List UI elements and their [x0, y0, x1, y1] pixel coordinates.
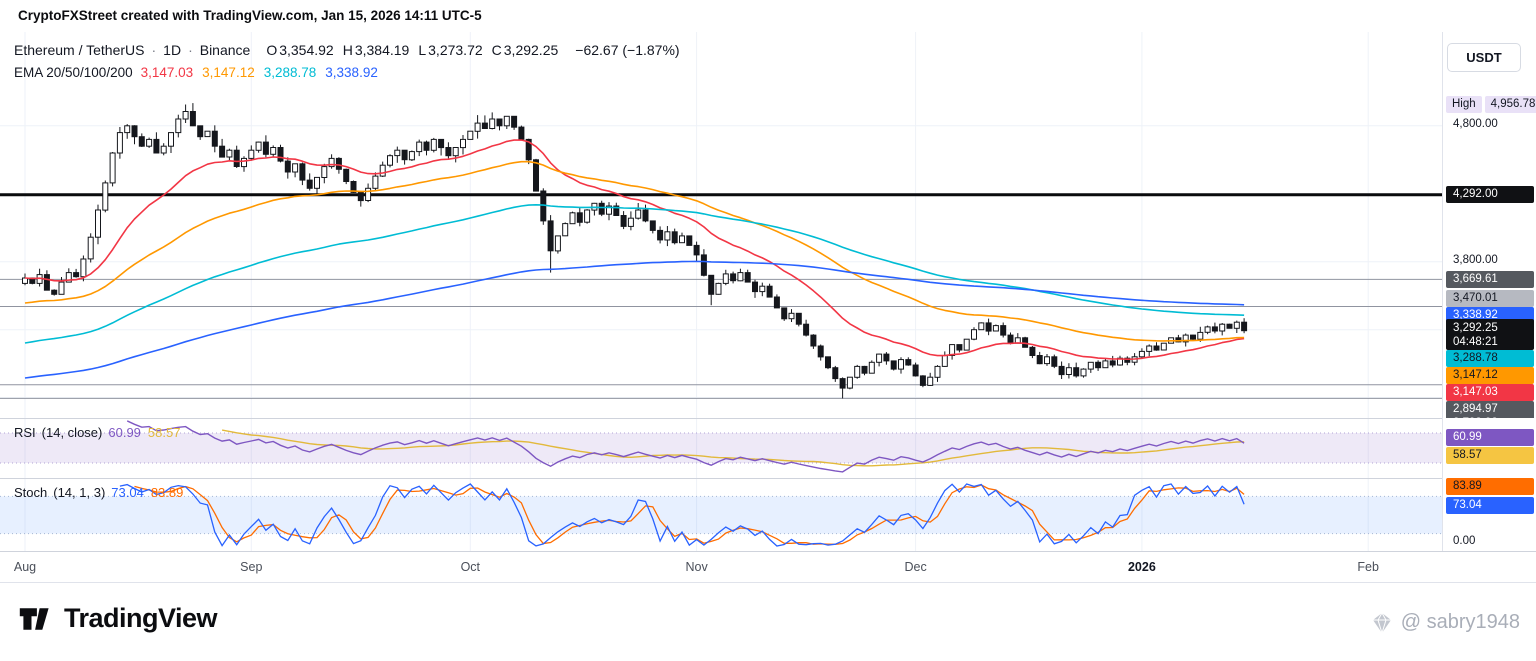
- currency-toggle-button[interactable]: USDT: [1447, 43, 1521, 72]
- price-level-label: 3,470.01: [1446, 289, 1534, 307]
- gem-icon: [1372, 612, 1391, 633]
- attribution-text: CryptoFXStreet created with TradingView.…: [18, 8, 482, 23]
- stoch-name: Stoch: [14, 485, 48, 500]
- ema-legend[interactable]: EMA 20/50/100/200 3,147.03 3,147.12 3,288.…: [14, 65, 387, 80]
- price-axis-tick: 3,800.00: [1453, 254, 1498, 266]
- ema-legend-label: EMA 20/50/100/200: [14, 65, 133, 80]
- high-value: 3,384.19: [354, 42, 410, 58]
- brand-text: TradingView: [64, 603, 218, 633]
- stoch-value-label: 73.04: [1446, 496, 1534, 514]
- stoch-values: 73.04 83.89: [111, 485, 190, 500]
- separator: ·: [188, 42, 193, 58]
- pane-divider[interactable]: [0, 478, 1536, 479]
- time-axis-label: Oct: [460, 560, 481, 574]
- exchange-label[interactable]: Binance: [199, 42, 251, 58]
- attribution-bar: CryptoFXStreet created with TradingView.…: [0, 0, 1536, 32]
- ohlc-readout: O 3,354.92 H 3,384.19 L 3,273.72 C 3,292.25: [257, 42, 558, 58]
- stoch-legend-value: 73.04: [111, 485, 144, 500]
- price-pane-canvas[interactable]: [0, 32, 1442, 418]
- footer: TradingView @ sabry1948: [0, 583, 1536, 661]
- time-axis-label: Aug: [13, 560, 37, 574]
- time-axis-label: Sep: [240, 560, 263, 574]
- rsi-legend-value: 60.99: [108, 425, 141, 440]
- low-key: L: [418, 42, 427, 58]
- high-tag: High: [1446, 95, 1482, 113]
- time-axis-label: Dec: [904, 560, 927, 574]
- rsi-params: (14, close): [41, 425, 103, 440]
- rsi-legend-value: 58.57: [147, 425, 181, 440]
- open-key: O: [266, 42, 278, 58]
- change-readout: −62.67 (−1.87%): [575, 42, 680, 58]
- price-axis-tick: 4,800.00: [1453, 118, 1498, 130]
- price-scale-border: [1442, 32, 1443, 583]
- tradingview-brand[interactable]: TradingView: [18, 603, 218, 634]
- stoch-legend-value: 83.89: [150, 485, 184, 500]
- rsi-value-label: 58.57: [1446, 446, 1534, 464]
- ema-values: 3,147.03 3,147.12 3,288.78 3,338.92: [141, 65, 387, 80]
- watermark-text: @ sabry1948: [1400, 611, 1520, 633]
- price-level-label: 3,288.78: [1446, 349, 1534, 367]
- rsi-legend[interactable]: RSI (14, close) 60.99 58.57: [14, 425, 187, 440]
- close-key: C: [491, 42, 502, 58]
- interval-label[interactable]: 1D: [163, 42, 182, 58]
- price-axis[interactable]: High 4,956.78 4,800.00 3,800.00 4,292.00 3,…: [1443, 32, 1536, 418]
- stoch-legend[interactable]: Stoch (14, 1, 3) 73.04 83.89: [14, 485, 190, 500]
- watermark: @ sabry1948: [1371, 611, 1520, 634]
- high-price-label: High 4,956.78: [1446, 95, 1536, 113]
- high-price-value: 4,956.78: [1484, 95, 1536, 113]
- time-axis[interactable]: Aug Sep Oct Nov Dec 2026 Feb: [0, 551, 1536, 583]
- high-key: H: [342, 42, 353, 58]
- tradingview-logo-icon: [19, 607, 49, 630]
- low-value: 3,273.72: [428, 42, 483, 58]
- price-level-label: 3,669.61: [1446, 270, 1534, 288]
- stoch-value-label: 83.89: [1446, 478, 1534, 495]
- price-level-label: 4,292.00: [1446, 185, 1534, 203]
- current-price-label: 3,292.25 04:48:21: [1446, 318, 1534, 350]
- close-value: 3,292.25: [503, 42, 559, 58]
- rsi-name: RSI: [14, 425, 36, 440]
- rsi-value-label: 60.99: [1446, 428, 1534, 446]
- ema-value: 3,147.12: [202, 65, 255, 80]
- time-axis-label: Feb: [1357, 560, 1379, 574]
- ema-value: 3,288.78: [263, 65, 317, 80]
- symbol-legend[interactable]: Ethereum / TetherUS · 1D · Binance O 3,35…: [14, 42, 680, 58]
- rsi-axis[interactable]: 60.99 58.57: [1443, 418, 1536, 478]
- price-level-label: 3,147.03: [1446, 383, 1534, 401]
- separator: ·: [151, 42, 157, 58]
- rsi-values: 60.99 58.57: [108, 425, 187, 440]
- stoch-axis-tick: 0.00: [1453, 535, 1476, 547]
- symbol-title[interactable]: Ethereum / TetherUS: [14, 42, 145, 58]
- price-level-label: 3,147.12: [1446, 366, 1534, 384]
- price-level-label: 2,894.97: [1446, 400, 1534, 418]
- time-axis-label: 2026: [1127, 560, 1156, 574]
- ema-value: 3,338.92: [325, 65, 378, 80]
- rsi-pane-canvas[interactable]: [0, 418, 1442, 478]
- stoch-pane-canvas[interactable]: [0, 478, 1442, 551]
- stoch-params: (14, 1, 3): [53, 485, 106, 500]
- pane-divider[interactable]: [0, 418, 1536, 419]
- price-level-label: 2,793.98: [1446, 414, 1534, 418]
- open-value: 3,354.92: [279, 42, 334, 58]
- chart-area[interactable]: Ethereum / TetherUS · 1D · Binance O 3,35…: [0, 32, 1536, 583]
- ema-value: 3,147.03: [140, 65, 194, 80]
- time-axis-label: Nov: [685, 560, 708, 574]
- stoch-axis[interactable]: 83.89 73.04 0.00: [1443, 478, 1536, 551]
